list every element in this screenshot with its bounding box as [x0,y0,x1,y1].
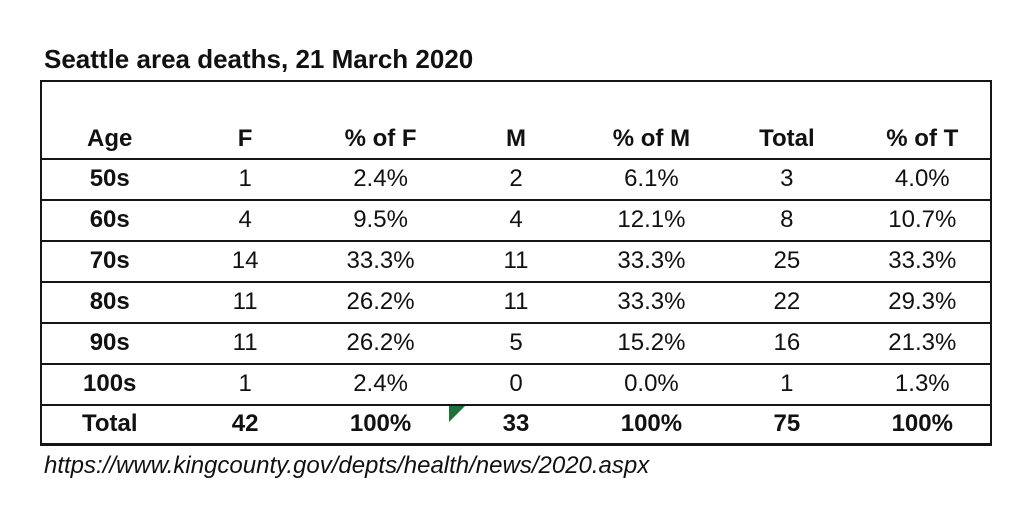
table-cell: 80s [89,288,130,316]
table-cell: 11 [503,247,529,275]
table-cell: 70s [89,247,130,275]
table-cell: 16 [773,329,801,357]
table-cell: 4.0% [894,165,950,193]
column-header-pct-m: % of M [612,124,691,152]
table-cell: Total [81,410,138,438]
table-cell: 100% [349,410,412,438]
table-cell: 4 [509,206,523,234]
table-cell: 33.3% [617,247,686,275]
table-cell: 100s [83,370,137,398]
table-row-60s: 60s 4 9.5% 4 12.1% 8 10.7% [42,199,990,240]
table-cell: 60s [89,206,130,234]
table-cell: 8 [780,206,794,234]
table-cell: 50s [89,165,130,193]
column-header-total: Total [759,124,815,152]
table-row-70s: 70s 14 33.3% 11 33.3% 25 33.3% [42,240,990,281]
table-row-total: Total 42 100% 33 100% 75 100% [42,404,990,443]
table-cell: 4 [238,206,252,234]
table-cell: 0.0% [624,370,679,398]
table-cell: 2 [509,165,523,193]
cell-error-indicator-green-triangle-icon [449,406,466,422]
table-cell: 1 [238,370,252,398]
table-cell: 21.3% [888,329,957,357]
column-header-m: M [505,124,526,152]
page-title: Seattle area deaths, 21 March 2020 [44,44,474,74]
table-cell: 75 [773,410,801,438]
column-header-pct-f: % of F [344,124,417,152]
table-cell: 29.3% [888,288,957,316]
table-cell: 33 [502,410,530,438]
column-header-age: Age [87,124,133,152]
table-cell: 10.7% [888,206,957,234]
table-cell: 14 [231,247,259,275]
table-cell: 1 [780,370,794,398]
table-cell: 33.3% [888,247,957,275]
table-cell: 1 [238,165,252,193]
table-cell: 11 [232,288,258,316]
table-row-80s: 80s 11 26.2% 11 33.3% 22 29.3% [42,281,990,322]
table-cell: 26.2% [346,329,415,357]
table-cell: 2.4% [353,165,408,193]
table-cell: 100% [891,410,953,438]
table-cell: 33.3% [617,288,686,316]
source-url: https://www.kingcounty.gov/depts/health/… [44,452,650,479]
table-row-90s: 90s 11 26.2% 5 15.2% 16 21.3% [42,322,990,363]
table-cell: 3 [780,165,794,193]
table-row-100s: 100s 1 2.4% 0 0.0% 1 1.3% [42,363,990,404]
table-cell: 2.4% [353,370,408,398]
table-cell: 9.5% [353,206,408,234]
table-cell: 5 [509,329,523,357]
table-cell: 11 [503,288,529,316]
table-cell: 33.3% [346,247,415,275]
table-cell: 25 [773,247,801,275]
table-row-50s: 50s 1 2.4% 2 6.1% 3 4.0% [42,158,990,199]
table-cell: 6.1% [624,165,679,193]
column-header-pct-t: % of T [886,124,959,152]
table-cell: 0 [509,370,523,398]
table-cell: 15.2% [617,329,686,357]
table-cell: 22 [773,288,801,316]
table-header-row: Age F % of F M % of M Total % of T [42,82,990,158]
table-cell: 12.1% [617,206,686,234]
table-cell: 42 [231,410,259,438]
table-cell: 1.3% [894,370,950,398]
column-header-f: F [237,124,253,152]
table-cell: 26.2% [346,288,415,316]
table-cell: 11 [232,329,258,357]
deaths-table: Age F % of F M % of M Total % of T 50s 1… [40,80,992,446]
table-cell: 90s [89,329,130,357]
table-cell: 100% [620,410,683,438]
